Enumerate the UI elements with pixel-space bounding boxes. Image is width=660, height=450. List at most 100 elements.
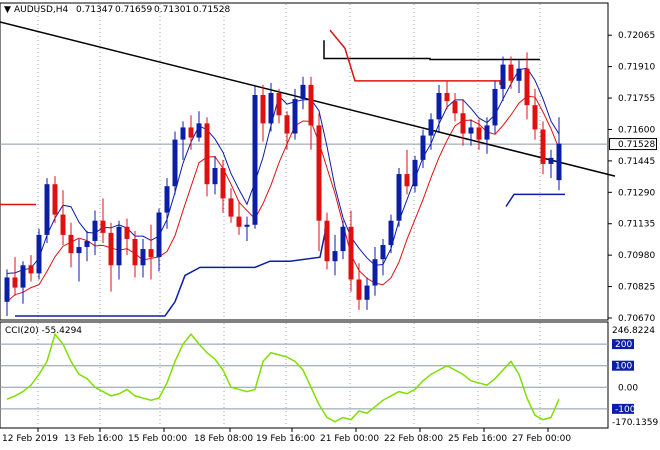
candle (404, 149, 410, 195)
price-tick-label: 0.70670 (618, 314, 655, 324)
cci-line (6, 332, 560, 423)
cci-label: CCI(20) -55.4294 (5, 326, 82, 336)
price-tick-label: 0.70825 (618, 283, 655, 293)
candle (212, 155, 218, 195)
candle (132, 230, 138, 278)
candle (172, 131, 178, 195)
support-line (15, 228, 326, 317)
time-tick-label: 15 Feb 00:00 (128, 434, 187, 444)
candle (140, 238, 146, 278)
price-tick-label: 0.71290 (618, 188, 655, 198)
cci-level-badge (612, 339, 634, 350)
candle (188, 115, 194, 150)
price-tick-label: 0.71600 (618, 125, 655, 135)
price-tick-label: 0.71910 (618, 63, 655, 73)
time-tick-label: 27 Feb 00:00 (512, 434, 571, 444)
time-tick-label: 21 Feb 00:00 (320, 434, 379, 444)
candle (428, 113, 434, 150)
chart-symbol: AUDUSD,H4 (14, 5, 69, 15)
candle (508, 56, 514, 89)
candle (372, 247, 378, 296)
candle (180, 121, 186, 160)
ohlc-high: 0.71659 (115, 5, 152, 15)
cci-level-label: 200 (615, 340, 632, 350)
svg-text:0.71528: 0.71528 (618, 140, 655, 150)
candle (556, 117, 562, 191)
candle (532, 88, 538, 140)
time-tick-label: 25 Feb 16:00 (448, 434, 507, 444)
candle (108, 222, 114, 292)
candlesticks (4, 52, 562, 316)
candle (348, 210, 354, 292)
candle (540, 121, 546, 175)
candle (292, 88, 298, 140)
candle (220, 159, 226, 213)
cci-level-label: 100 (615, 362, 632, 372)
trendline (0, 21, 616, 177)
time-tick-label: 22 Feb 08:00 (384, 434, 443, 444)
candle (524, 52, 530, 120)
candle (516, 60, 522, 93)
candle (228, 188, 234, 223)
candle (420, 129, 426, 168)
candle (476, 119, 482, 150)
price-axis[interactable]: 0.72065 0.71910 0.71755 0.71600 0.71445 0.712… (608, 31, 655, 324)
price-tick-label: 0.71445 (618, 157, 655, 167)
cci-min-label: -170.1359 (612, 418, 658, 428)
candle (84, 230, 90, 262)
candle (388, 214, 394, 254)
candle (60, 190, 66, 246)
candle (412, 155, 418, 193)
support-line-right (505, 193, 565, 207)
candle (324, 212, 330, 270)
price-tick-label: 0.71135 (618, 220, 655, 230)
resistance-line-red (329, 29, 501, 85)
candle (300, 76, 306, 110)
cci-level-badge (612, 403, 634, 414)
candle (276, 88, 282, 124)
candle (76, 238, 82, 282)
time-tick-label: 13 Feb 16:00 (64, 434, 123, 444)
candle (100, 198, 106, 243)
vertical-gridlines (37, 4, 541, 427)
candle (12, 257, 18, 296)
ohlc-low: 0.71301 (154, 5, 191, 15)
price-tick-label: 0.71755 (618, 94, 655, 104)
cci-max-label: 246.8224 (612, 326, 655, 336)
candle (52, 176, 58, 223)
candle (156, 208, 162, 272)
candle (204, 117, 210, 197)
ohlc-open: 0.71347 (76, 5, 113, 15)
time-tick-label: 12 Feb 2019 (2, 434, 58, 444)
candle (260, 84, 266, 142)
candle (36, 228, 42, 280)
candle (364, 277, 370, 310)
candle (92, 210, 98, 256)
candle (236, 202, 242, 235)
candle (244, 216, 250, 241)
candle (436, 84, 442, 132)
candle (340, 220, 346, 260)
candle (548, 149, 554, 179)
candle (500, 56, 506, 102)
slow-ma-line (6, 67, 560, 274)
candle (44, 178, 50, 243)
candle (332, 234, 338, 276)
candle (124, 218, 130, 256)
candle (356, 263, 362, 310)
main-panel-frame (0, 2, 609, 321)
candle (460, 99, 466, 146)
candle (196, 111, 202, 142)
candle (308, 76, 314, 150)
price-tick-label: 0.72065 (618, 31, 655, 41)
candle (116, 220, 122, 280)
cci-level-label: -100 (615, 405, 636, 415)
candle (492, 80, 498, 134)
indicator-lines (0, 21, 616, 317)
candle (268, 82, 274, 132)
candle (28, 255, 34, 282)
resistance-line (323, 40, 540, 61)
candle (396, 167, 402, 227)
time-axis[interactable]: 12 Feb 2019 13 Feb 16:00 15 Feb 00:00 18 Fe… (2, 428, 571, 444)
